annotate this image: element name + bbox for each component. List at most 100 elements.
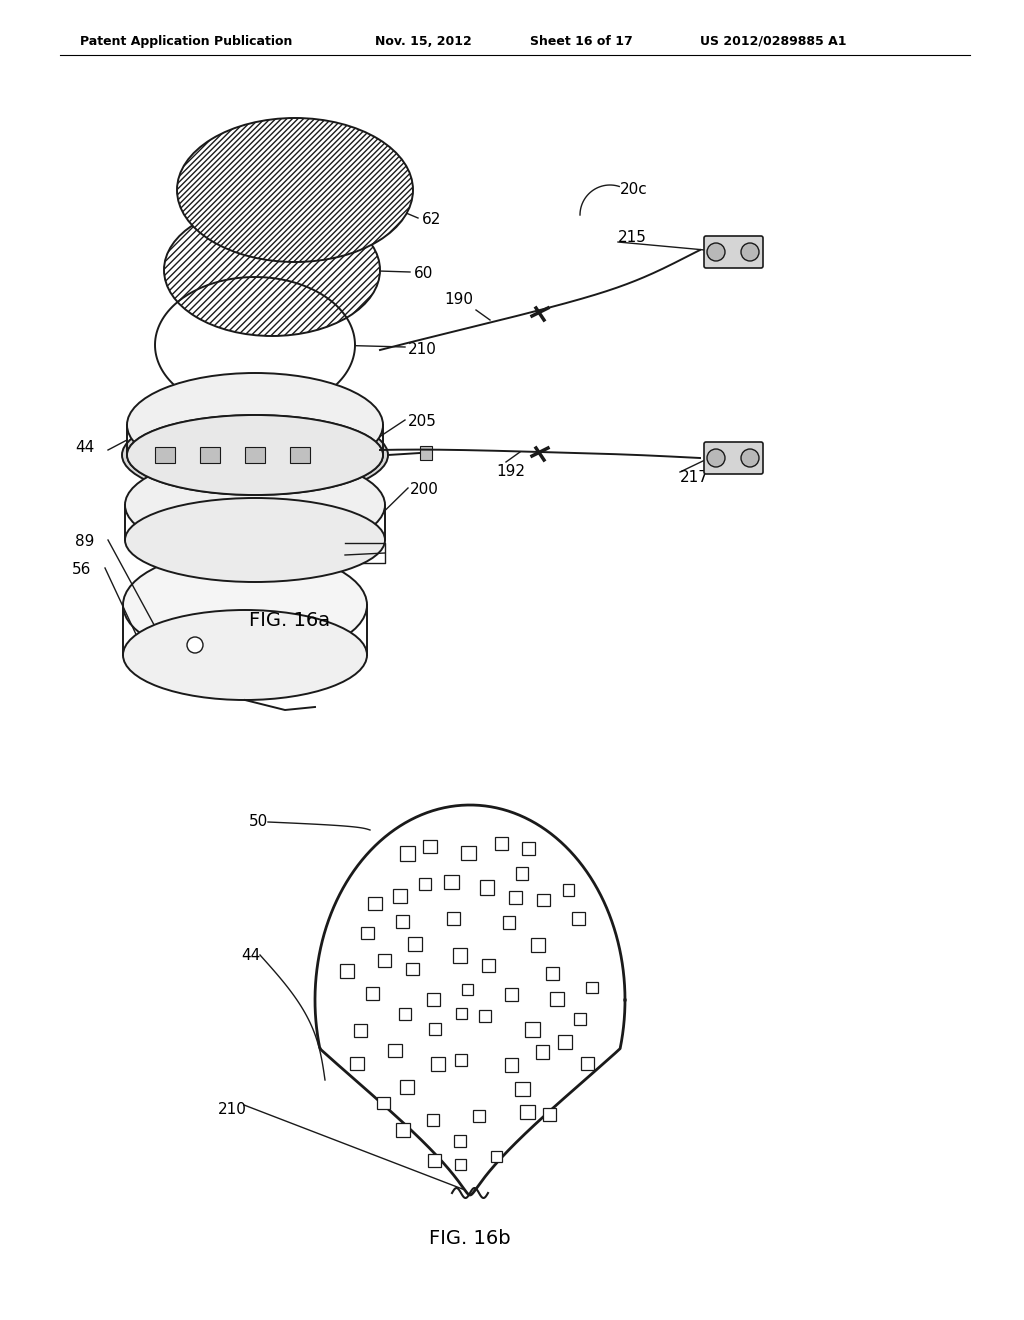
Bar xyxy=(473,1110,484,1122)
Text: 205: 205 xyxy=(408,414,437,429)
Bar xyxy=(520,1105,535,1119)
Bar xyxy=(378,954,391,968)
Ellipse shape xyxy=(127,414,383,495)
Circle shape xyxy=(707,449,725,467)
Text: Nov. 15, 2012: Nov. 15, 2012 xyxy=(375,36,472,48)
Bar xyxy=(543,1109,556,1122)
Bar xyxy=(408,937,422,952)
Bar xyxy=(407,962,419,975)
Bar xyxy=(453,948,467,962)
Ellipse shape xyxy=(122,411,388,499)
Bar xyxy=(366,987,379,1001)
Bar xyxy=(429,1023,441,1035)
Text: 44: 44 xyxy=(75,441,94,455)
Bar xyxy=(587,982,598,993)
Bar xyxy=(423,840,436,853)
Bar xyxy=(361,927,374,939)
Bar xyxy=(341,964,354,978)
Text: 190: 190 xyxy=(444,293,473,308)
Bar xyxy=(550,991,564,1006)
Bar xyxy=(368,896,382,911)
Bar xyxy=(427,993,440,1006)
Circle shape xyxy=(741,243,759,261)
Bar xyxy=(546,966,558,979)
Text: FIG. 16a: FIG. 16a xyxy=(250,610,331,630)
Bar xyxy=(505,987,518,1001)
Text: 44: 44 xyxy=(241,948,260,962)
Text: Sheet 16 of 17: Sheet 16 of 17 xyxy=(530,36,633,48)
Bar xyxy=(563,884,574,895)
Bar xyxy=(431,1057,445,1071)
Ellipse shape xyxy=(164,205,380,337)
Polygon shape xyxy=(155,277,355,413)
Ellipse shape xyxy=(177,117,413,261)
Bar xyxy=(571,912,585,925)
Circle shape xyxy=(707,243,725,261)
Text: FIG. 16b: FIG. 16b xyxy=(429,1229,511,1247)
Bar xyxy=(395,1123,411,1138)
Text: 210: 210 xyxy=(408,342,437,356)
Text: 20c: 20c xyxy=(620,182,648,198)
Bar xyxy=(538,894,550,906)
Bar xyxy=(245,447,265,463)
Bar xyxy=(581,1057,594,1071)
Polygon shape xyxy=(315,805,625,1195)
Text: 89: 89 xyxy=(75,535,94,549)
Bar xyxy=(350,1057,364,1071)
Bar xyxy=(393,888,408,903)
Bar xyxy=(455,1159,466,1170)
Bar xyxy=(454,1134,466,1147)
Bar xyxy=(427,1114,438,1126)
Ellipse shape xyxy=(123,610,367,700)
Bar xyxy=(479,1010,490,1022)
Bar xyxy=(354,1024,367,1036)
Bar xyxy=(462,983,473,995)
Bar xyxy=(446,912,460,925)
Bar xyxy=(522,842,535,854)
Bar xyxy=(455,1055,467,1067)
Text: US 2012/0289885 A1: US 2012/0289885 A1 xyxy=(700,36,847,48)
Bar xyxy=(531,939,545,952)
Bar xyxy=(420,446,432,459)
Bar xyxy=(456,1007,467,1019)
Bar xyxy=(428,1154,441,1167)
Text: 50: 50 xyxy=(249,814,268,829)
Bar xyxy=(155,447,175,463)
Bar xyxy=(479,880,495,895)
Ellipse shape xyxy=(125,455,385,554)
Bar xyxy=(399,1008,411,1020)
Bar xyxy=(505,1059,518,1072)
Bar xyxy=(400,1080,415,1094)
Bar xyxy=(444,875,459,888)
Ellipse shape xyxy=(125,498,385,582)
Text: 217: 217 xyxy=(680,470,709,486)
Ellipse shape xyxy=(127,374,383,477)
Text: 62: 62 xyxy=(422,213,441,227)
Circle shape xyxy=(741,449,759,467)
Text: 215: 215 xyxy=(618,231,647,246)
FancyBboxPatch shape xyxy=(705,442,763,474)
Bar xyxy=(490,1151,502,1163)
Bar xyxy=(388,1044,401,1057)
Bar xyxy=(462,846,476,861)
Text: 60: 60 xyxy=(414,267,433,281)
Bar xyxy=(400,846,415,861)
Bar xyxy=(558,1035,571,1048)
Text: 192: 192 xyxy=(496,465,525,479)
Bar xyxy=(482,958,496,972)
Bar xyxy=(377,1097,390,1109)
FancyBboxPatch shape xyxy=(705,236,763,268)
Text: 56: 56 xyxy=(72,562,91,578)
Bar xyxy=(420,878,431,890)
Text: 210: 210 xyxy=(218,1102,247,1118)
Bar xyxy=(525,1022,541,1036)
Circle shape xyxy=(187,638,203,653)
Bar xyxy=(536,1045,549,1059)
Bar xyxy=(200,447,220,463)
Ellipse shape xyxy=(123,550,367,660)
Bar xyxy=(573,1014,586,1026)
Text: Patent Application Publication: Patent Application Publication xyxy=(80,36,293,48)
Bar xyxy=(503,916,515,929)
Text: 200: 200 xyxy=(410,483,439,498)
Bar xyxy=(395,915,409,928)
